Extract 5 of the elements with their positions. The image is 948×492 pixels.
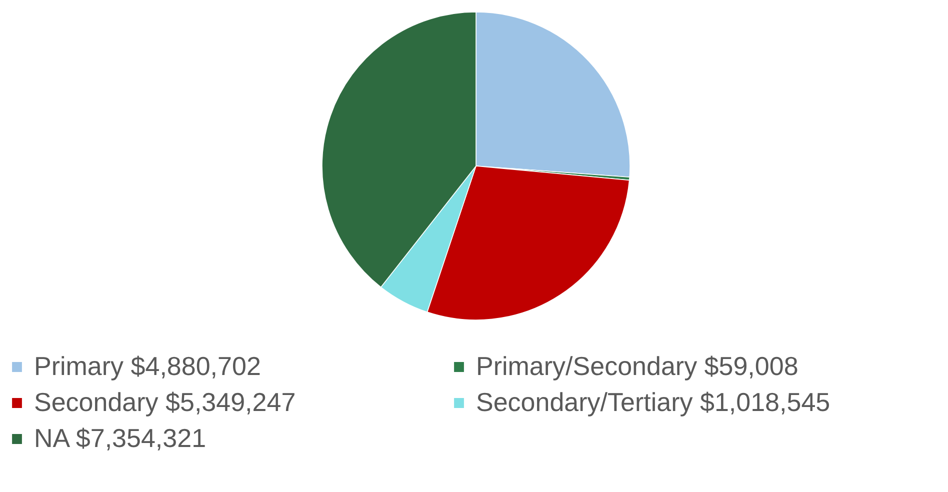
legend-label: Secondary/Tertiary $1,018,545 bbox=[476, 387, 830, 417]
legend-label: Primary/Secondary $59,008 bbox=[476, 351, 798, 381]
legend-label: Primary $4,880,702 bbox=[34, 351, 261, 381]
legend-label: NA $7,354,321 bbox=[34, 423, 206, 453]
legend-label: Secondary $5,349,247 bbox=[34, 387, 296, 417]
